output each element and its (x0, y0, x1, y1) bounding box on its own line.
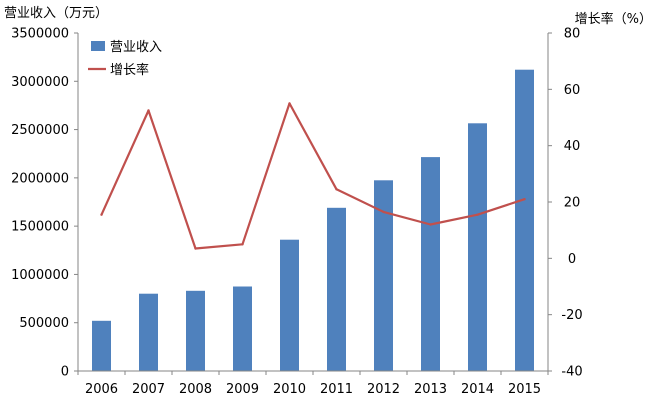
x-tick-label: 2015 (508, 382, 541, 397)
bar-2014 (468, 123, 487, 371)
y-right-tick-label: 80 (564, 27, 581, 42)
y-left-tick-label: 1500000 (11, 220, 69, 235)
y-left-tick-label: 3000000 (11, 75, 69, 90)
line-point-2007 (147, 109, 150, 112)
x-tick-label: 2006 (85, 382, 118, 397)
bar-2006 (92, 320, 111, 371)
x-tick-label: 2011 (320, 382, 353, 397)
y-right-tick-label: 40 (564, 139, 581, 154)
y-right-ticks: -40 -20 0 20 40 60 80 (548, 27, 583, 380)
x-tick-label: 2010 (273, 382, 306, 397)
y-left-ticks: 0 500000 1000000 1500000 2000000 2500000 30000… (11, 27, 78, 380)
y-left-tick-label: 500000 (19, 316, 69, 331)
y-right-axis-title: 增长率（%） (575, 11, 652, 27)
line-point-2009 (241, 243, 244, 246)
bar-2011 (327, 207, 346, 371)
x-ticks: 2006 2007 2008 2009 2010 2011 2012 2013 2014 2015 (77, 371, 549, 397)
bar-2012 (374, 180, 393, 371)
x-tick-label: 2009 (226, 382, 259, 397)
y-left-axis-title: 营业收入（万元） (4, 6, 108, 21)
legend-label-revenue: 营业收入 (110, 40, 162, 55)
line-point-2015 (523, 198, 526, 201)
y-right-tick-label: 20 (564, 196, 581, 211)
bar-2010 (280, 239, 299, 371)
y-right-tick-label: 0 (568, 252, 576, 267)
legend-label-growth: 增长率 (110, 62, 149, 78)
line-point-2011 (335, 188, 338, 191)
bar-2013 (421, 157, 440, 371)
x-tick-label: 2012 (367, 382, 400, 397)
bar-2015 (515, 69, 534, 371)
y-left-tick-label: 2000000 (11, 171, 69, 186)
y-right-tick-label: -20 (561, 308, 582, 323)
bar-series (92, 69, 534, 371)
line-point-2014 (476, 213, 479, 216)
x-tick-label: 2008 (179, 382, 212, 397)
y-right-tick-label: -40 (561, 365, 582, 380)
line-point-2010 (288, 102, 291, 105)
line-series-group (100, 102, 526, 250)
y-left-tick-label: 1000000 (11, 268, 69, 283)
line-point-2006 (100, 213, 103, 216)
legend-bar-swatch (91, 41, 105, 51)
line-point-2013 (429, 223, 432, 226)
line-point-2012 (382, 210, 385, 214)
bar-2008 (186, 290, 205, 371)
growth-rate-line (100, 102, 525, 250)
x-tick-label: 2013 (414, 382, 447, 397)
x-tick-label: 2007 (132, 382, 165, 397)
line-point-2008 (194, 247, 197, 250)
y-right-tick-label: 60 (564, 83, 581, 98)
y-left-tick-label: 2500000 (11, 123, 69, 138)
x-tick-label: 2014 (461, 382, 494, 397)
bar-2009 (233, 286, 252, 371)
y-left-tick-label: 0 (61, 365, 69, 380)
y-left-tick-label: 3500000 (11, 27, 69, 42)
bar-2007 (139, 293, 158, 371)
